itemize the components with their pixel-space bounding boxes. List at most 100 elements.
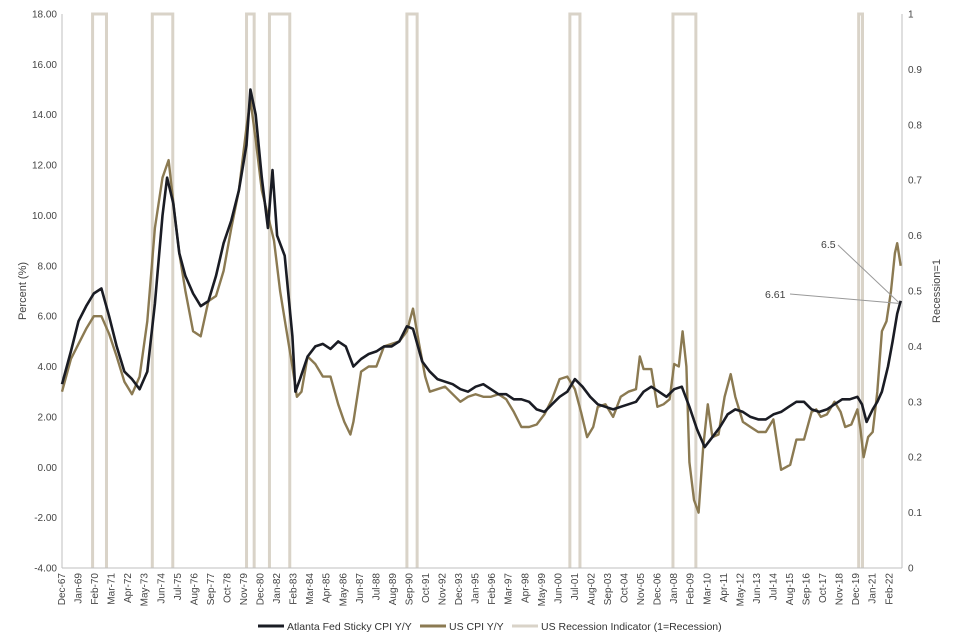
legend-label-recession: US Recession Indicator (1=Recession) bbox=[541, 621, 722, 633]
y2-axis-title: Recession=1 bbox=[931, 259, 943, 323]
series-line-sticky-cpi bbox=[60, 88, 902, 449]
x-tick-label: Jul-75 bbox=[173, 573, 184, 601]
y2-tick-labels: 0 0.1 0.2 0.3 0.4 0.5 0.6 0.7 0.8 0.9 1 bbox=[908, 10, 922, 575]
x-tick-label: Feb-96 bbox=[487, 573, 498, 605]
annotation-label: 6.61 bbox=[765, 289, 786, 301]
x-tick-label: Sep-03 bbox=[603, 573, 614, 606]
x-tick-label: Nov-18 bbox=[835, 573, 846, 606]
x-tick-label: Aug-15 bbox=[785, 573, 796, 606]
annotation-leader bbox=[837, 244, 900, 303]
y2-tick-label: 0.9 bbox=[908, 65, 922, 76]
x-tick-label: Jan-82 bbox=[272, 573, 283, 604]
y-tick-labels: -4.00 -2.00 0.00 2.00 4.00 6.00 8.00 10.00 12.00… bbox=[32, 10, 57, 575]
y-tick-label: 2.00 bbox=[38, 412, 58, 423]
x-tick-label: Jan-95 bbox=[471, 573, 482, 604]
x-tick-label: Oct-91 bbox=[421, 573, 432, 603]
x-tick-label: Aug-02 bbox=[586, 573, 597, 606]
recession-band bbox=[405, 12, 419, 568]
recession-band bbox=[245, 12, 256, 568]
y2-tick-label: 0.5 bbox=[908, 287, 922, 298]
x-tick-label: Jun-13 bbox=[752, 573, 763, 604]
y-tick-label: 0.00 bbox=[38, 463, 58, 474]
x-tick-label: May-73 bbox=[140, 573, 151, 607]
recession-band bbox=[267, 12, 292, 568]
x-tick-label: Dec-67 bbox=[57, 573, 68, 606]
x-tick-label: Nov-05 bbox=[636, 573, 647, 606]
annotation-label: 6.5 bbox=[821, 239, 836, 251]
y-tick-label: 10.00 bbox=[32, 211, 57, 222]
recession-band bbox=[857, 12, 864, 568]
x-tick-label: Nov-92 bbox=[438, 573, 449, 606]
x-tick-label: Dec-19 bbox=[851, 573, 862, 606]
y-tick-label: 18.00 bbox=[32, 10, 57, 21]
x-tick-label: Jun-87 bbox=[355, 573, 366, 604]
x-tick-label: May-99 bbox=[537, 573, 548, 607]
x-tick-label: Feb-09 bbox=[686, 573, 697, 605]
x-tick-label: Jun-74 bbox=[156, 573, 167, 604]
axes bbox=[61, 14, 903, 569]
legend-label-sticky-cpi: Atlanta Fed Sticky CPI Y/Y bbox=[287, 621, 412, 633]
x-tick-label: Feb-22 bbox=[884, 573, 895, 605]
y2-tick-label: 0.8 bbox=[908, 120, 922, 131]
y2-tick-label: 0.2 bbox=[908, 453, 922, 464]
x-tick-label: Mar-10 bbox=[702, 573, 713, 605]
x-tick-label: Mar-71 bbox=[107, 573, 118, 605]
x-tick-label: Jul-14 bbox=[768, 573, 779, 601]
x-tick-label: Jan-69 bbox=[74, 573, 85, 604]
y-tick-label: 16.00 bbox=[32, 60, 57, 71]
y-tick-label: 4.00 bbox=[38, 362, 58, 373]
x-tick-labels: Dec-67 Jan-69 Feb-70 Mar-71 Apr-72 May-73 Jun-… bbox=[57, 573, 895, 607]
y2-tick-label: 0.7 bbox=[908, 176, 922, 187]
recession-band bbox=[91, 12, 108, 568]
x-tick-label: Jul-01 bbox=[570, 573, 581, 601]
x-tick-label: Jan-08 bbox=[669, 573, 680, 604]
recession-bands bbox=[91, 12, 864, 568]
y-tick-label: 8.00 bbox=[38, 261, 58, 272]
x-tick-label: Sep-16 bbox=[802, 573, 813, 606]
y2-tick-label: 1 bbox=[908, 10, 914, 21]
x-tick-label: Dec-93 bbox=[454, 573, 465, 606]
y-tick-label: 14.00 bbox=[32, 110, 57, 121]
x-tick-label: Aug-76 bbox=[189, 573, 200, 606]
y-tick-label: -2.00 bbox=[34, 513, 57, 524]
x-tick-label: Jan-21 bbox=[868, 573, 879, 604]
x-tick-label: Apr-11 bbox=[719, 573, 730, 603]
y-tick-label: 12.00 bbox=[32, 161, 57, 172]
x-tick-label: Jul-88 bbox=[371, 573, 382, 601]
x-tick-label: Feb-70 bbox=[90, 573, 101, 605]
x-tick-label: Jun-00 bbox=[553, 573, 564, 604]
legend: Atlanta Fed Sticky CPI Y/Y US CPI Y/Y US… bbox=[258, 621, 722, 633]
y2-tick-label: 0 bbox=[908, 564, 914, 575]
annotations: 6.5 6.61 bbox=[765, 239, 900, 304]
x-tick-label: May-86 bbox=[338, 573, 349, 607]
y2-tick-label: 0.6 bbox=[908, 231, 922, 242]
x-tick-label: Sep-90 bbox=[404, 573, 415, 606]
x-tick-label: Apr-98 bbox=[520, 573, 531, 603]
x-tick-label: Oct-17 bbox=[818, 573, 829, 603]
series-lines bbox=[60, 88, 902, 514]
y2-tick-label: 0.1 bbox=[908, 508, 922, 519]
x-tick-label: Oct-78 bbox=[222, 573, 233, 603]
recession-band bbox=[568, 12, 582, 568]
x-tick-label: May-12 bbox=[735, 573, 746, 607]
x-tick-label: Dec-80 bbox=[256, 573, 267, 606]
y2-tick-label: 0.4 bbox=[908, 342, 922, 353]
series-line-us-cpi bbox=[60, 98, 902, 514]
x-tick-label: Nov-79 bbox=[239, 573, 250, 606]
recession-band bbox=[150, 12, 175, 568]
x-tick-label: Apr-85 bbox=[322, 573, 333, 603]
x-tick-label: Oct-04 bbox=[620, 573, 631, 603]
y-tick-label: -4.00 bbox=[34, 564, 57, 575]
x-tick-label: Dec-06 bbox=[653, 573, 664, 606]
y-axis-title: Percent (%) bbox=[17, 262, 29, 320]
legend-label-us-cpi: US CPI Y/Y bbox=[449, 621, 504, 633]
annotation-leader bbox=[789, 293, 899, 304]
recession-band bbox=[671, 12, 698, 568]
x-tick-label: Mar-84 bbox=[305, 573, 316, 605]
x-tick-label: Mar-97 bbox=[504, 573, 515, 605]
x-tick-label: Feb-83 bbox=[289, 573, 300, 605]
x-tick-label: Apr-72 bbox=[123, 573, 134, 603]
x-tick-label: Sep-77 bbox=[206, 573, 217, 606]
y2-tick-label: 0.3 bbox=[908, 397, 922, 408]
